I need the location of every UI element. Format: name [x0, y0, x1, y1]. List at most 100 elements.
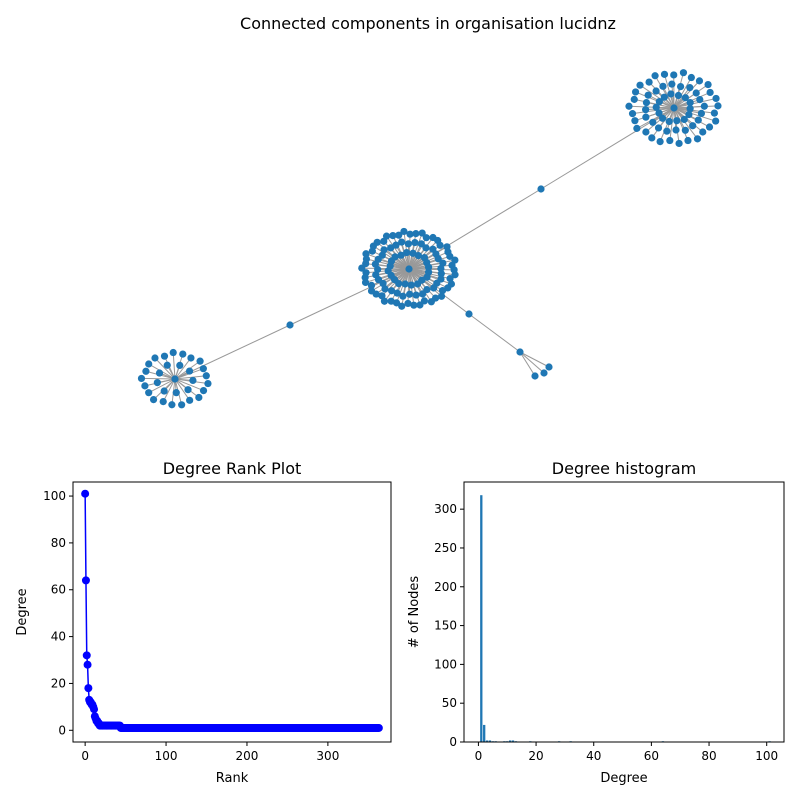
network-edge: [408, 268, 442, 297]
network-node: [404, 240, 413, 248]
network-node: [642, 128, 650, 136]
hist-y-tick-label: 50: [442, 696, 457, 710]
network-node: [412, 291, 420, 299]
network-node: [149, 396, 158, 404]
network-node: [422, 234, 430, 242]
network-node: [631, 88, 640, 96]
hist-x-tick-label: 100: [755, 749, 778, 763]
network-node: [389, 232, 397, 240]
network-node: [628, 110, 637, 118]
network-node: [398, 302, 406, 310]
histogram-marks: [480, 495, 771, 743]
network-node: [654, 124, 663, 132]
network-node: [656, 138, 664, 146]
network-node: [438, 287, 447, 295]
rank-x-tick-label: 100: [155, 749, 178, 763]
network-node: [392, 241, 400, 249]
network-edge: [468, 313, 521, 353]
network-node: [663, 127, 671, 135]
network-node: [516, 348, 524, 356]
network-node: [393, 289, 401, 297]
network-hub-node: [405, 265, 413, 273]
network-edge: [519, 351, 550, 368]
network-node: [378, 251, 386, 259]
network-node: [416, 301, 424, 309]
network-node: [199, 365, 207, 373]
network-node: [153, 378, 161, 387]
hist-x-tick-label: 0: [475, 749, 483, 763]
network-node: [395, 231, 403, 239]
network-nodes: [137, 69, 722, 409]
network-node: [706, 88, 714, 97]
network-edge: [651, 107, 675, 139]
hist-y-tick-label: 100: [434, 657, 457, 671]
network-edge: [634, 98, 675, 109]
network-node: [645, 78, 653, 86]
network-node: [437, 270, 445, 278]
network-edge: [628, 105, 675, 109]
network-edge: [365, 253, 410, 270]
network-node: [700, 102, 708, 110]
network-edge: [673, 72, 684, 109]
rank-y-tick-label: 80: [51, 536, 66, 550]
network-node: [199, 386, 208, 395]
network-edge: [371, 268, 410, 292]
network-node: [439, 259, 447, 267]
network-node: [446, 275, 454, 283]
network-node: [642, 98, 651, 107]
network-node: [160, 387, 168, 395]
network-node: [666, 136, 674, 145]
network-node: [437, 275, 445, 283]
network-node: [540, 369, 548, 377]
network-node: [169, 348, 177, 357]
network-node: [652, 87, 660, 95]
network-node: [679, 69, 688, 77]
network-edge: [659, 107, 675, 142]
network-edge: [636, 107, 675, 129]
network-node: [151, 354, 159, 362]
network-node: [633, 124, 641, 132]
network-node: [437, 292, 446, 300]
network-node: [204, 379, 212, 388]
network-node: [163, 361, 171, 369]
network-node: [705, 123, 714, 131]
network-node: [172, 389, 180, 397]
network-node: [196, 357, 204, 365]
network-node: [373, 238, 381, 246]
histogram-bar: [485, 740, 489, 742]
hist-y-tick-label: 150: [434, 619, 457, 633]
network-node: [430, 284, 438, 292]
network-node: [411, 238, 419, 247]
network-node: [636, 81, 644, 89]
histogram-ylabel: # of Nodes: [407, 576, 422, 649]
network-node: [630, 95, 638, 103]
network-node: [413, 280, 422, 288]
network-node: [178, 401, 186, 409]
network-node: [685, 110, 693, 119]
network-node: [410, 301, 418, 309]
network-edge: [148, 378, 176, 394]
network-node: [418, 290, 427, 298]
rank-y-tick-label: 40: [51, 630, 66, 644]
network-node: [406, 230, 414, 238]
histogram-bar: [480, 495, 483, 742]
hist-y-tick-label: 200: [434, 580, 457, 594]
network-node: [179, 350, 187, 358]
network-node: [418, 229, 426, 237]
rank-point: [374, 723, 383, 732]
network-node: [710, 109, 719, 117]
network-node: [398, 238, 406, 246]
network-node: [451, 271, 459, 279]
network-node: [655, 98, 663, 106]
rank-plot-xlabel: Rank: [216, 771, 249, 786]
network-node: [380, 246, 388, 254]
network-node: [714, 102, 722, 110]
network-node: [697, 109, 706, 118]
rank-y-tick-label: 20: [51, 676, 66, 690]
network-edge: [673, 107, 715, 114]
histogram-bar: [488, 740, 492, 742]
rank-point: [81, 489, 90, 498]
network-edge: [673, 105, 718, 109]
network-node: [186, 396, 194, 404]
